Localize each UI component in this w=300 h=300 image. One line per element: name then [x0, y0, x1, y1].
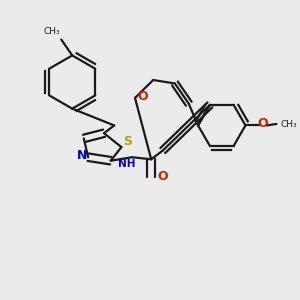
Text: O: O [137, 90, 148, 103]
Text: S: S [123, 135, 132, 148]
Text: CH₃: CH₃ [43, 27, 60, 36]
Text: N: N [76, 149, 87, 162]
Text: O: O [257, 118, 268, 130]
Text: NH: NH [118, 159, 136, 169]
Text: CH₃: CH₃ [281, 120, 297, 129]
Text: O: O [158, 170, 168, 183]
